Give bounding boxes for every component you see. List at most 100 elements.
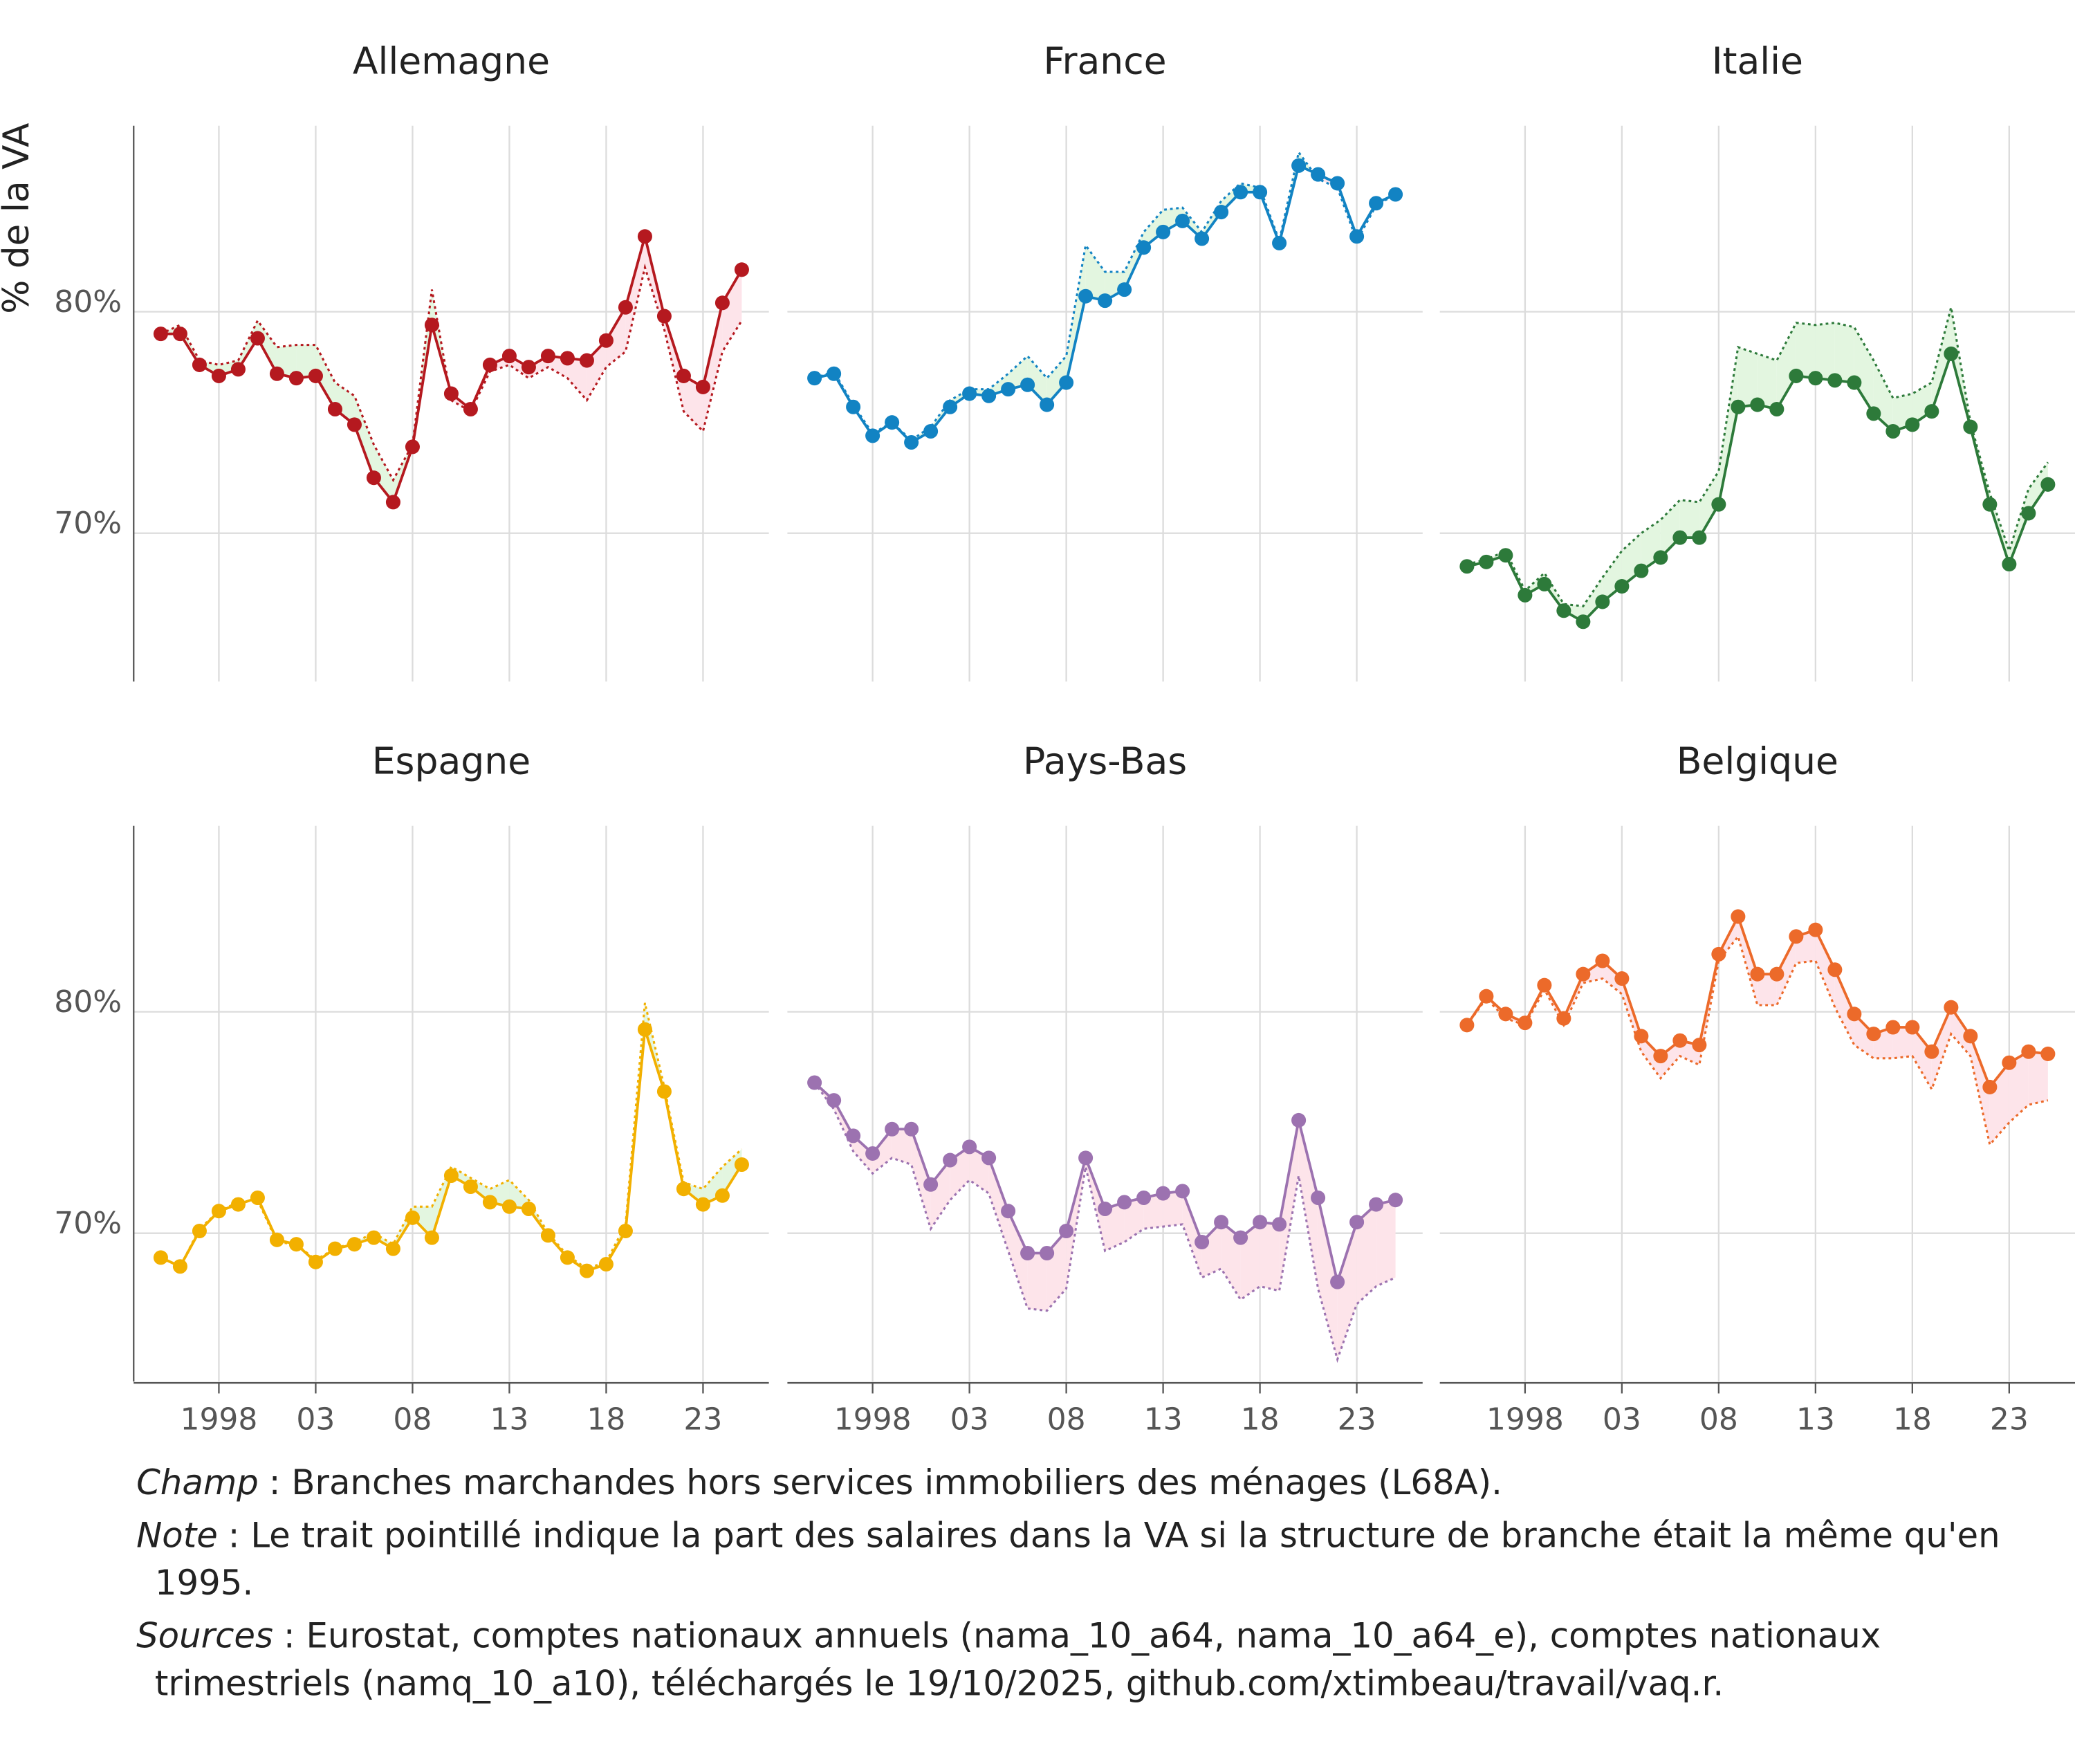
x-tick-label: 1998 (180, 1402, 257, 1437)
y-tick-label: 70% (54, 1206, 122, 1241)
point (1349, 1215, 1365, 1230)
point (807, 371, 822, 386)
point (1040, 397, 1055, 412)
dotted-line (1466, 306, 2049, 607)
point (540, 1228, 555, 1243)
point (521, 360, 536, 375)
point (192, 357, 207, 372)
point (579, 353, 594, 368)
point (1459, 559, 1475, 574)
gap-area (2028, 462, 2048, 513)
point (1982, 497, 1998, 512)
point (366, 470, 381, 486)
point (1136, 240, 1152, 255)
point (637, 229, 652, 244)
point (1789, 368, 1804, 383)
point (1195, 231, 1210, 246)
dotted-line (813, 1082, 1396, 1363)
gap-area (1163, 208, 1183, 232)
point (904, 434, 919, 450)
point (211, 368, 226, 383)
note: Sources: Eurostat, comptes nationaux ann… (136, 1613, 2029, 1709)
point (1388, 1193, 1403, 1208)
point (1291, 1112, 1307, 1128)
point (1479, 989, 1494, 1004)
panel: France (787, 39, 1423, 682)
line (160, 1029, 744, 1273)
point (904, 1121, 919, 1137)
point (288, 1237, 304, 1252)
gap-area (1027, 1253, 1047, 1311)
point (1156, 1186, 1171, 1201)
gap-area (911, 1129, 931, 1229)
point (1847, 375, 1862, 390)
point (1963, 419, 1978, 434)
gap-area (528, 356, 548, 378)
point (676, 368, 691, 383)
point (501, 1199, 517, 1214)
gap-area (1337, 1222, 1357, 1360)
point (1556, 603, 1571, 618)
point (807, 1075, 822, 1090)
point (1634, 563, 1649, 578)
gap-area (1641, 1036, 1661, 1078)
point (714, 295, 730, 311)
point (250, 331, 265, 346)
point (1556, 1011, 1571, 1026)
x-tick-label: 08 (393, 1402, 432, 1437)
dotted-line (160, 263, 743, 483)
gap-area (354, 396, 374, 478)
point (1576, 614, 1591, 630)
point (1195, 1234, 1210, 1250)
point (347, 417, 362, 432)
point (1020, 377, 1035, 392)
point (846, 1128, 861, 1143)
point (540, 349, 555, 364)
point (1272, 235, 1287, 250)
point (923, 1177, 939, 1192)
point (443, 1168, 459, 1183)
gap-area (315, 344, 335, 410)
gap-area (1718, 347, 1738, 505)
point (846, 399, 861, 414)
point (1847, 1007, 1862, 1022)
point (482, 1195, 497, 1210)
gap-area (1602, 960, 1622, 994)
note: Champ: Branches marchandes hors services… (136, 1460, 2029, 1507)
point (1330, 176, 1345, 191)
gap-area (1298, 1120, 1318, 1289)
point (405, 1210, 420, 1225)
point (981, 388, 997, 403)
point (1175, 1184, 1190, 1199)
point (695, 379, 710, 394)
x-tick-label: 23 (1338, 1402, 1376, 1437)
y-tick-label: 80% (54, 984, 122, 1020)
x-tick-label: 08 (1699, 1402, 1738, 1437)
point (714, 1188, 730, 1203)
gap-area (703, 302, 723, 432)
gap-area (1182, 1191, 1202, 1278)
point (1459, 1018, 1475, 1033)
gap-area (1699, 471, 1719, 538)
point (385, 1241, 400, 1256)
chart: % de la VA Allemagne 70% 80% France Italie Es… (0, 39, 2075, 1437)
point (2040, 1046, 2056, 1061)
point (1944, 1000, 1959, 1015)
gap-area (1931, 307, 1951, 412)
gap-area (1776, 936, 1796, 1005)
point (172, 327, 187, 342)
point (1388, 187, 1403, 202)
point (2002, 557, 2017, 572)
point (1982, 1079, 1998, 1094)
gap-area (1796, 322, 1816, 378)
gap-area (1201, 1222, 1221, 1278)
point (1827, 373, 1843, 388)
panel: Italie (1439, 39, 2075, 682)
x-tick-label: 18 (1893, 1402, 1932, 1437)
gap-area (1105, 272, 1125, 301)
point (1330, 1274, 1345, 1289)
gap-area (1950, 1007, 1971, 1056)
point (1731, 399, 1746, 414)
point (579, 1263, 594, 1278)
point (1518, 1016, 1533, 1031)
